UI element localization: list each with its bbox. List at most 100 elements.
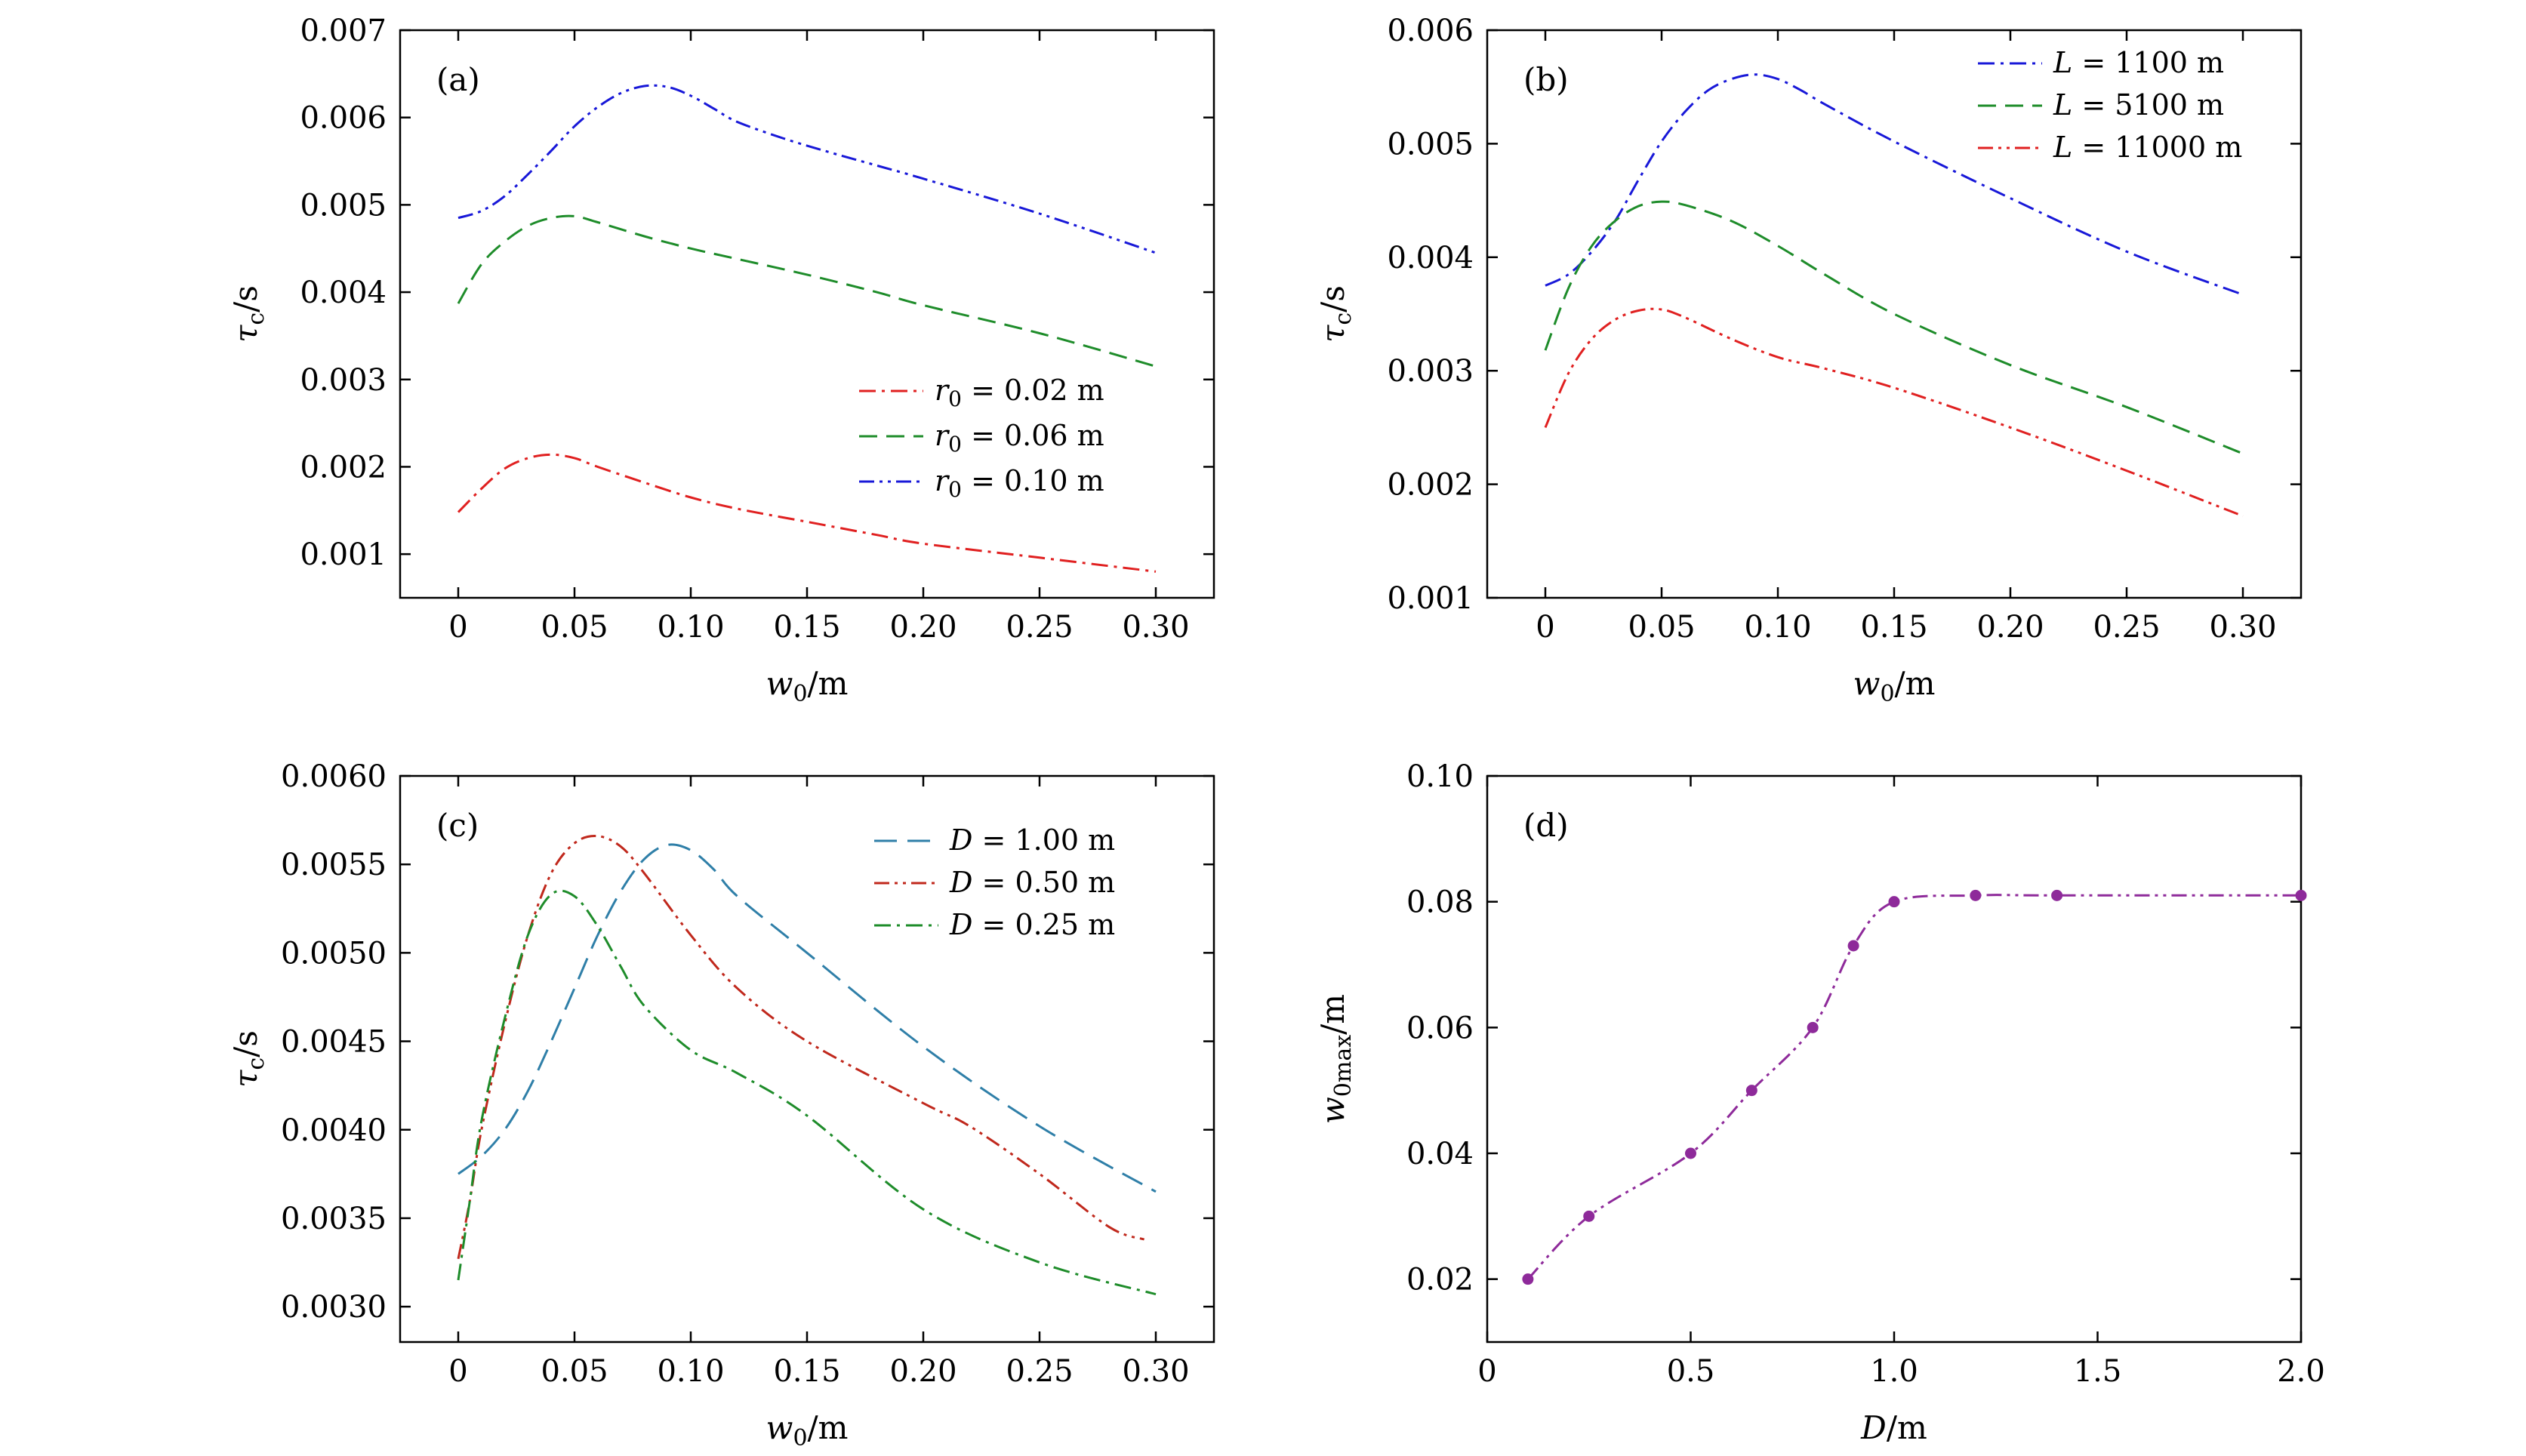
x-axis-label: w0/m [766,665,848,707]
panel-label: (a) [436,61,480,98]
x-tick-label: 0.30 [1122,610,1189,645]
x-tick-label: 0.25 [1006,1354,1073,1389]
data-point [1807,1021,1819,1033]
y-tick-label: 0.002 [1387,468,1474,503]
y-tick-label: 0.0055 [281,848,387,882]
legend-entry: L = 1100 m [2053,46,2224,79]
data-point [1745,1085,1757,1097]
series-line [457,453,1157,573]
y-tick-label: 0.003 [1387,354,1474,389]
y-tick-label: 0.02 [1406,1263,1474,1297]
legend: r0 = 0.02 m r0 = 0.06 m r0 = 0.10 m [859,374,1104,502]
y-tick-label: 0.10 [1406,759,1474,794]
plot-frame [399,29,1215,599]
data-point [2295,889,2307,901]
y-tick-label: 0.0045 [281,1025,387,1060]
x-tick-label: 0.30 [1122,1354,1189,1389]
y-axis-label: w0max/m [1314,994,1357,1124]
x-tick-label: 1.5 [2074,1354,2122,1389]
x-tick-label: 0 [1477,1354,1496,1389]
y-tick-label: 0.0035 [281,1202,387,1236]
legend-entry: L = 5100 m [2053,88,2224,122]
x-tick-label: 0.05 [541,610,608,645]
x-tick-label: 0.15 [773,610,840,645]
data-point [1847,940,1859,952]
y-axis-label: τc/s [227,285,270,343]
data-point [2051,889,2063,901]
y-tick-label: 0.003 [300,363,387,398]
x-tick-label: 0 [448,610,467,645]
x-tick-label: 0.25 [1006,610,1073,645]
legend-entry: D = 0.50 m [949,866,1115,899]
y-tick-label: 0.005 [300,188,387,223]
y-tick-label: 0.001 [300,537,387,572]
x-axis-label: w0/m [766,1409,848,1451]
x-tick-label: 0.10 [657,610,724,645]
data-point [1685,1147,1696,1159]
y-axis-label: τc/s [227,1030,270,1088]
series-line [1526,894,2301,1280]
y-tick-label: 0.001 [1387,581,1474,616]
x-tick-label: 0.10 [657,1354,724,1389]
panel-b: 0 0.05 0.10 0.15 0.20 0.25 0.30 0.001 0.002 0.003… [1314,14,2303,707]
y-tick-label: 0.007 [300,14,387,48]
data-point [1522,1273,1534,1285]
y-tick-label: 0.08 [1406,885,1474,920]
x-tick-label: 0.15 [773,1354,840,1389]
x-axis-label: D/m [1860,1409,1927,1446]
legend-entry: r0 = 0.02 m [935,374,1104,411]
legend-entry: D = 0.25 m [949,908,1115,941]
y-tick-label: 0.06 [1406,1011,1474,1045]
y-tick-label: 0.0030 [281,1290,387,1325]
legend: L = 1100 m L = 5100 m L = 11000 m [1978,46,2242,164]
legend-entry: r0 = 0.06 m [935,419,1104,457]
y-tick-label: 0.006 [1387,14,1474,48]
series-line [1544,200,2244,455]
y-tick-label: 0.006 [300,101,387,136]
x-tick-label: 0.05 [541,1354,608,1389]
x-tick-label: 0.20 [889,610,956,645]
x-tick-label: 0 [448,1354,467,1389]
panel-d: 0 0.5 1.0 1.5 2.0 0.02 0.04 0.06 0.08 0.10 D/m w0ma… [1314,759,2325,1446]
y-tick-label: 0.004 [300,276,387,310]
x-tick-label: 0.05 [1628,610,1695,645]
y-tick-label: 0.04 [1406,1137,1474,1171]
legend-entry: L = 11000 m [2053,131,2242,164]
x-tick-label: 0.30 [2209,610,2276,645]
y-axis-label: τc/s [1314,285,1357,343]
x-tick-label: 1.0 [1870,1354,1918,1389]
legend-entry: D = 1.00 m [949,823,1115,857]
x-tick-label: 0.25 [2093,610,2160,645]
data-point [1970,889,1982,901]
y-tick-label: 0.0050 [281,936,387,971]
data-point [1583,1210,1595,1222]
plot-frame [1486,774,2303,1344]
x-tick-label: 0 [1536,610,1554,645]
x-tick-label: 0.15 [1860,610,1927,645]
y-tick-label: 0.0060 [281,759,387,794]
panel-label: (d) [1523,807,1569,844]
series-line [1544,307,2244,518]
series-line [457,843,1157,1193]
y-tick-label: 0.004 [1387,241,1474,276]
panel-c: 0 0.05 0.10 0.15 0.20 0.25 0.30 0.0030 0.0035 0.0… [227,759,1215,1451]
panel-label: (b) [1523,61,1569,98]
series-line [457,889,1157,1296]
y-tick-label: 0.002 [300,450,387,485]
series-line [457,84,1157,254]
y-tick-label: 0.0040 [281,1113,387,1148]
x-tick-label: 0.5 [1667,1354,1715,1389]
series-line [457,214,1157,368]
legend: D = 1.00 m D = 0.50 m D = 0.25 m [874,823,1115,941]
panel-a: 0 0.05 0.10 0.15 0.20 0.25 0.30 0.001 0.002 0.003… [227,14,1215,707]
legend-entry: r0 = 0.10 m [935,464,1104,502]
x-tick-label: 0.10 [1744,610,1811,645]
x-tick-label: 0.20 [889,1354,956,1389]
x-tick-label: 2.0 [2277,1354,2325,1389]
series-line [457,835,1145,1260]
x-tick-label: 0.20 [1976,610,2044,645]
panel-label: (c) [436,807,479,844]
data-point [1888,896,1900,908]
x-axis-label: w0/m [1853,665,1935,707]
